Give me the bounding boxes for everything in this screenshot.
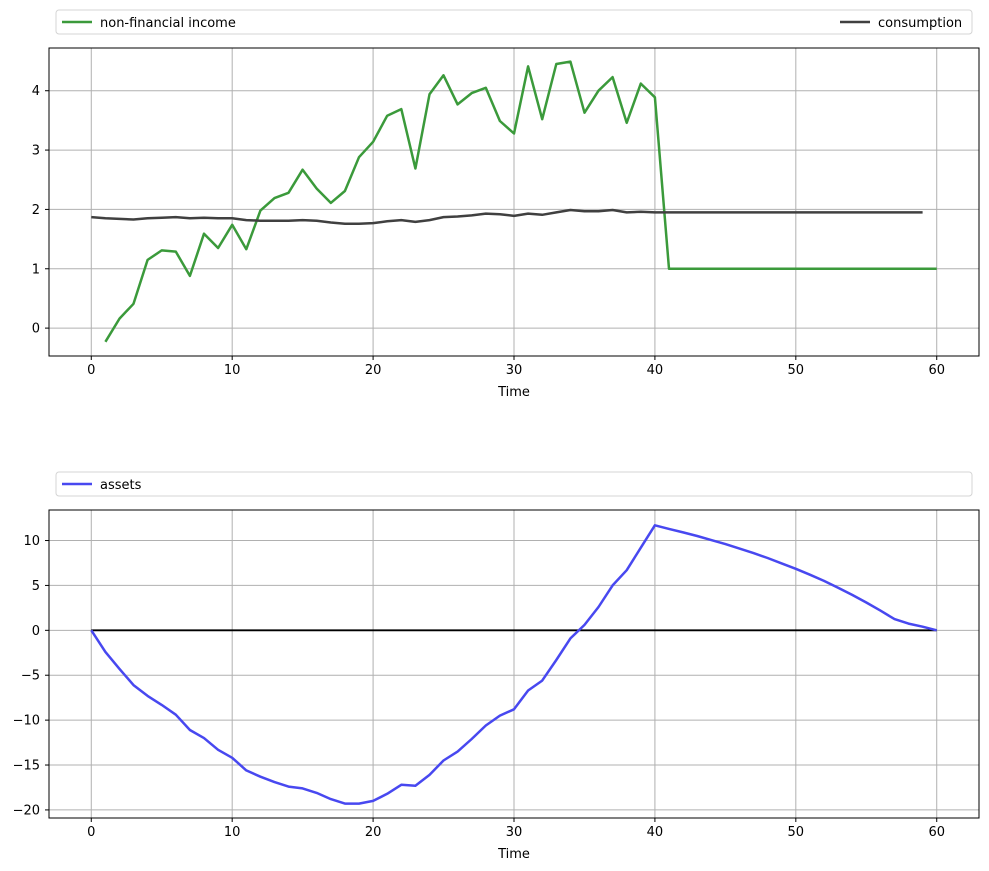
x-axis-label-top: Time	[497, 385, 530, 400]
y-tick-label: −10	[13, 714, 40, 729]
x-tick-label: 40	[647, 825, 664, 840]
x-tick-label: 60	[928, 825, 945, 840]
legend-label-non-financial-income: non-financial income	[100, 16, 236, 31]
legend-entry-consumption: consumption	[840, 16, 962, 31]
x-tick-label: 30	[506, 825, 523, 840]
x-tick-label: 0	[87, 825, 95, 840]
y-tick-label: 2	[32, 203, 40, 218]
x-tick-label: 20	[365, 363, 382, 378]
legend-box	[55, 471, 973, 497]
legend-box	[55, 9, 973, 35]
x-axis-label-bottom: Time	[497, 847, 530, 862]
x-tick-label: 60	[928, 363, 945, 378]
y-tick-label: 1	[32, 262, 40, 277]
y-tick-label: −5	[21, 669, 40, 684]
y-tick-label: 4	[32, 84, 40, 99]
x-tick-label: 10	[224, 825, 241, 840]
y-tick-label: −15	[13, 759, 40, 774]
legend-label-assets: assets	[100, 478, 142, 493]
x-tick-label: 10	[224, 363, 241, 378]
legend-label-consumption: consumption	[878, 16, 962, 31]
legend-entry-non-financial-income: non-financial income	[62, 16, 236, 31]
x-tick-label: 0	[87, 363, 95, 378]
series-line-consumption	[91, 208, 923, 225]
y-tick-label: 0	[32, 322, 40, 337]
x-tick-label: 20	[365, 825, 382, 840]
x-tick-label: 30	[506, 363, 523, 378]
y-tick-label: 5	[32, 579, 40, 594]
x-tick-label: 50	[788, 825, 805, 840]
y-tick-label: 0	[32, 624, 40, 639]
y-tick-label: 10	[23, 534, 40, 549]
legend-entry-assets: assets	[62, 478, 142, 493]
x-tick-label: 40	[647, 363, 664, 378]
y-tick-label: 3	[32, 144, 40, 159]
y-tick-label: −20	[13, 803, 40, 818]
income-consumption-chart: non-financial income consumption 0 10 20 30…	[32, 9, 980, 400]
series-line-non-financial-income	[104, 60, 937, 343]
series-line-assets	[90, 524, 938, 805]
plot-area-top: 0 10 20 30 40 50 60 0 1 2 3 4	[32, 47, 980, 378]
x-tick-label: 50	[788, 363, 805, 378]
